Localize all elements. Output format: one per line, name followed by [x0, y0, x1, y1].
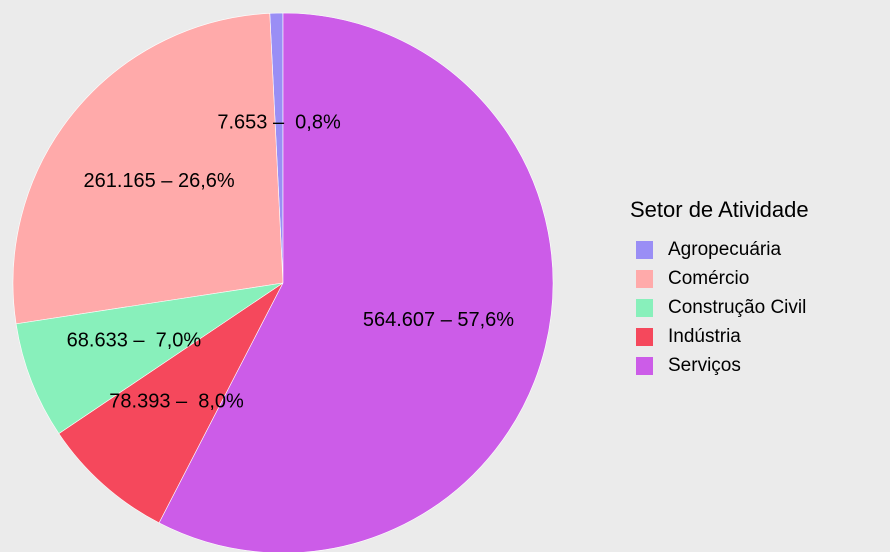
pie-slice [12, 13, 284, 325]
pie-slice [158, 12, 554, 552]
legend-key [636, 357, 653, 375]
legend-label: Agropecuária [668, 239, 781, 260]
legend-label: Comércio [668, 268, 749, 289]
data-label: 7.653 – 0,8% [217, 111, 341, 133]
legend-label: Indústria [668, 326, 741, 347]
pie-slice [58, 282, 284, 524]
legend-key [636, 299, 653, 317]
data-label: 564.607 – 57,6% [363, 309, 514, 331]
legend-label: Serviços [668, 355, 741, 376]
legend-key [636, 270, 653, 288]
pie-slice [15, 282, 284, 435]
legend-key [636, 328, 653, 346]
data-label: 68.633 – 7,0% [67, 329, 202, 351]
data-label: 78.393 – 8,0% [109, 391, 244, 413]
legend-label: Construção Civil [668, 297, 806, 318]
legend-title: Setor de Atividade [630, 197, 809, 222]
data-label: 261.165 – 26,6% [83, 170, 234, 192]
legend-key [636, 241, 653, 259]
